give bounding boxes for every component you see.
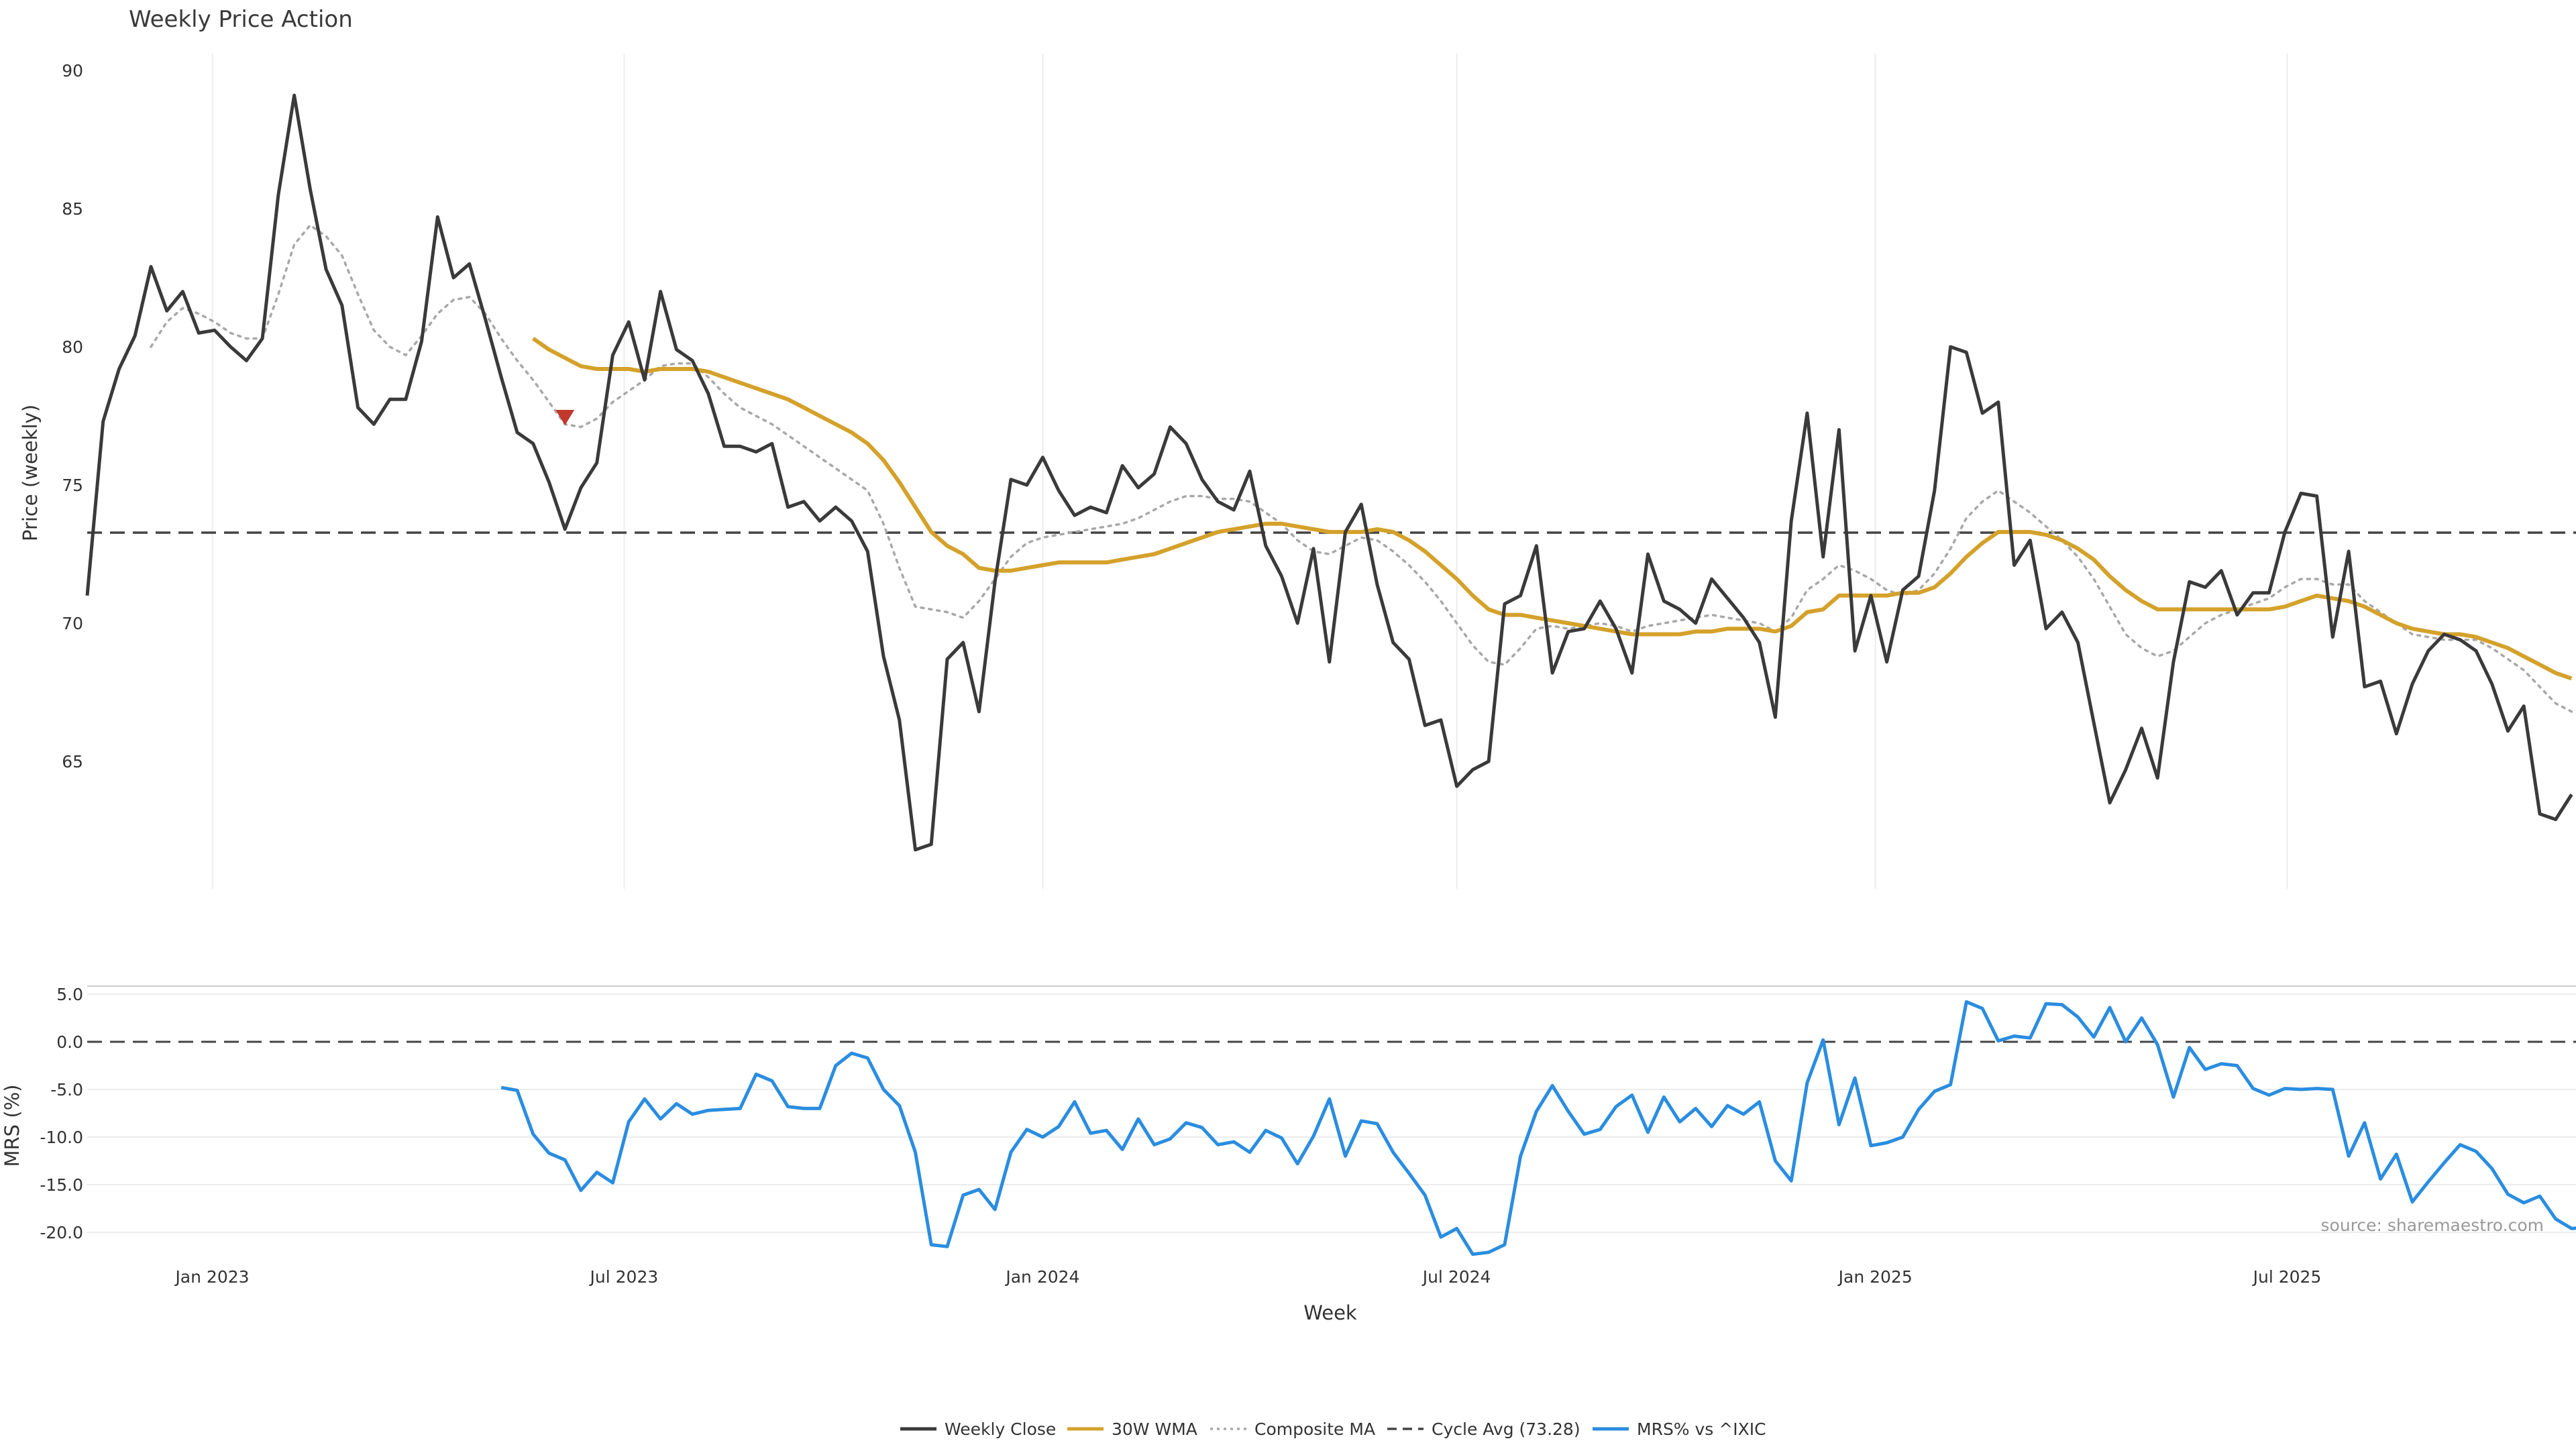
price-y-tick: 75 bbox=[62, 476, 83, 495]
x-tick-label: Jan 2024 bbox=[1004, 1267, 1079, 1287]
price-x-gridlines bbox=[211, 54, 2288, 889]
price-y-ticks: 65 70 75 80 85 90 bbox=[62, 61, 83, 771]
price-y-tick: 70 bbox=[62, 614, 83, 633]
wma-30w-line bbox=[531, 337, 2573, 681]
price-y-tick: 80 bbox=[62, 337, 83, 357]
x-tick-label: Jul 2024 bbox=[1421, 1267, 1491, 1287]
mrs-y-tick: -15.0 bbox=[40, 1175, 83, 1195]
price-y-tick: 85 bbox=[62, 199, 83, 219]
legend-label: Weekly Close bbox=[945, 1419, 1056, 1439]
mrs-y-axis-label: MRS (%) bbox=[1, 1085, 23, 1167]
sell-signal-marker bbox=[555, 410, 575, 425]
mrs-y-tick: 0.0 bbox=[56, 1032, 83, 1052]
legend-label: MRS% vs ^IXIC bbox=[1637, 1419, 1766, 1439]
composite-ma-line bbox=[150, 223, 2573, 713]
mrs-y-gridlines bbox=[87, 994, 2576, 1233]
price-y-tick: 65 bbox=[62, 752, 83, 771]
source-note: source: sharemaestro.com bbox=[2321, 1216, 2544, 1235]
mrs-y-tick: -10.0 bbox=[40, 1128, 83, 1147]
mrs-y-tick: 5.0 bbox=[56, 985, 83, 1004]
mrs-y-tick: -5.0 bbox=[50, 1080, 83, 1099]
x-tick-label: Jul 2025 bbox=[2252, 1267, 2322, 1287]
price-y-tick: 90 bbox=[62, 61, 83, 80]
chart-title: Weekly Price Action bbox=[129, 6, 353, 33]
mrs-y-tick: -20.0 bbox=[40, 1223, 83, 1242]
legend-label: 30W WMA bbox=[1112, 1419, 1197, 1439]
legend-label: Cycle Avg (73.28) bbox=[1432, 1419, 1580, 1439]
price-y-axis-label: Price (weekly) bbox=[19, 405, 42, 541]
x-axis-label: Week bbox=[1303, 1301, 1357, 1324]
legend-label: Composite MA bbox=[1254, 1419, 1375, 1439]
mrs-line bbox=[500, 1000, 2576, 1256]
x-tick-label: Jan 2023 bbox=[174, 1267, 249, 1287]
x-tick-label: Jan 2025 bbox=[1837, 1267, 1913, 1287]
x-tick-label: Jul 2023 bbox=[589, 1267, 659, 1287]
weekly-close-line bbox=[85, 93, 2573, 852]
legend: Weekly Close 30W WMA Composite MA Cycle Avg… bbox=[900, 1419, 1766, 1439]
x-axis-ticks: Jan 2023 Jul 2023 Jan 2024 Jul 2024 Jan 2025… bbox=[174, 1267, 2321, 1287]
mrs-y-ticks: 5.0 0.0 -5.0 -10.0 -15.0 -20.0 bbox=[40, 985, 83, 1242]
signal-markers bbox=[555, 410, 575, 425]
